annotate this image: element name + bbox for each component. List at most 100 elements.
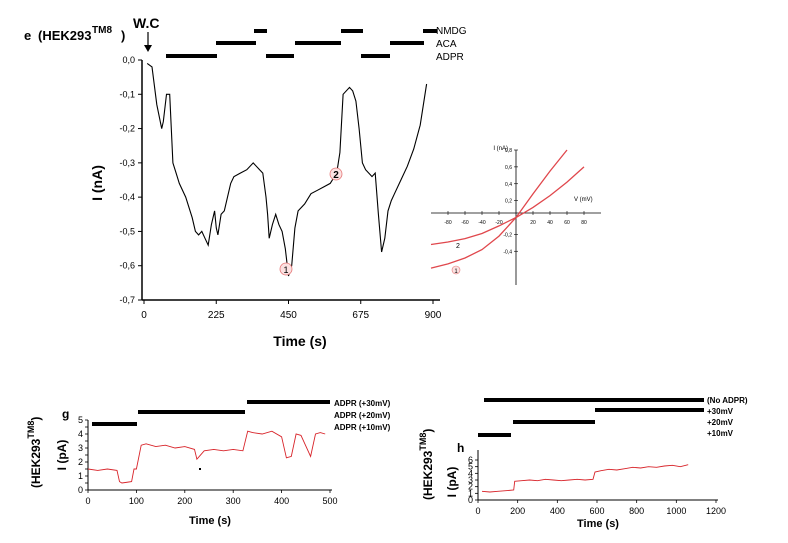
- bar-aca-3: [390, 41, 424, 45]
- bar-adpr-2: [266, 54, 294, 58]
- bar-nmdg-end: [423, 29, 437, 33]
- panel-e: e (HEK293 TM8 ) W.C NMDG ACA ADPR 0,0 -0,…: [24, 15, 601, 349]
- bar-nmdg-2: [341, 29, 363, 33]
- treatment-bars: NMDG ACA ADPR: [166, 26, 467, 63]
- bar-nmdg-1: [254, 29, 267, 33]
- bar-adpr-3: [361, 54, 390, 58]
- iv-y-tick-label: 0,4: [505, 182, 512, 188]
- g-x-tick-label: 100: [129, 496, 144, 506]
- iv-curve-2-label: 2: [456, 243, 460, 250]
- e-y-tick-label: -0,3: [119, 158, 135, 168]
- g-x-tick-label: 200: [177, 496, 192, 506]
- iv-x-tick-label: 20: [530, 220, 536, 226]
- g-bar-label-20mv: ADPR (+20mV): [334, 411, 391, 420]
- e-x-tick-label: 0: [141, 310, 147, 321]
- h-y-tick-label: 3: [468, 475, 473, 485]
- bar-aca-1: [216, 41, 256, 45]
- marker-2-label: 2: [333, 170, 339, 181]
- g-x-tick-label: 500: [322, 496, 337, 506]
- e-x-tick-label: 900: [425, 310, 442, 321]
- e-y-tick-label: -0,5: [119, 226, 135, 236]
- bar-label-adpr: ADPR: [436, 52, 464, 63]
- h-bar-30mv: [595, 408, 704, 412]
- wc-arrow-head: [144, 45, 152, 52]
- panel-e-cell-sup: TM8: [92, 25, 112, 36]
- iv-y-tick-label: -0,4: [503, 249, 512, 255]
- iv-x-tick-label: -20: [495, 220, 502, 226]
- h-y-axis-cell-label: (HEK293TM8): [418, 429, 435, 500]
- g-bar-30mv: [247, 400, 330, 404]
- h-bar-10mv: [478, 433, 511, 437]
- h-bar-20mv: [513, 420, 595, 424]
- iv-y-tick-label: 0,8: [505, 148, 512, 154]
- panel-e-cell-label: (HEK293: [38, 28, 91, 43]
- e-x-axis-label: Time (s): [273, 333, 326, 349]
- e-x-tick-label: 225: [208, 310, 225, 321]
- h-bar-label-30mv: +30mV: [707, 407, 734, 416]
- marker-2: [329, 167, 343, 181]
- h-y-axis-label: I (pA): [445, 467, 459, 498]
- bar-label-aca: ACA: [436, 39, 457, 50]
- e-x-tick-label: 450: [280, 310, 297, 321]
- e-y-axis-label: I (nA): [89, 165, 105, 201]
- wc-event-label: W.C: [133, 15, 159, 31]
- panel-e-chart: 0,0 -0,1 -0,2 -0,3 -0,4 -0,5 -0,6 -0,7 0 225 450 6…: [89, 55, 442, 349]
- h-y-tick-label: 4: [468, 468, 473, 478]
- g-y-tick-label: 1: [78, 471, 83, 481]
- g-x-tick-label: 300: [226, 496, 241, 506]
- g-y-axis-label: I (pA): [55, 440, 69, 471]
- iv-x-tick-label: -80: [444, 220, 451, 226]
- iv-x-tick-label: 40: [547, 220, 553, 226]
- iv-x-tick-label: -60: [461, 220, 468, 226]
- e-y-tick-label: -0,2: [119, 124, 135, 134]
- iv-x-label: V (mV): [574, 197, 593, 203]
- h-x-tick-label: 1000: [666, 506, 686, 516]
- g-y-tick-label: 5: [78, 415, 83, 425]
- bar-adpr-1: [166, 54, 217, 58]
- g-y-tick-label: 0: [78, 485, 83, 495]
- h-y-tick-label: 1: [468, 488, 473, 498]
- h-y-tick-label: 0: [468, 495, 473, 505]
- panel-e-label: e: [24, 28, 31, 43]
- iv-y-tick-label: -0,2: [503, 232, 512, 238]
- e-current-trace: [146, 62, 428, 277]
- g-bar-label-30mv: ADPR (+30mV): [334, 399, 391, 408]
- h-x-tick-label: 800: [629, 506, 644, 516]
- panel-g: g ADPR (+30mV) ADPR (+20mV) ADPR (+10mV)…: [26, 399, 391, 527]
- g-x-tick-label: 0: [85, 496, 90, 506]
- h-bar-no-adpr: [484, 398, 704, 402]
- h-x-tick-label: 1200: [706, 506, 726, 516]
- marker-1: [279, 262, 293, 276]
- h-y-tick-label: 2: [468, 482, 473, 492]
- panel-h-label: h: [457, 441, 464, 455]
- iv-y-label: I (nA): [493, 146, 508, 152]
- g-y-axis-cell-label: (HEK293TM8): [26, 417, 43, 488]
- g-current-trace: [87, 430, 326, 484]
- h-bar-label-10mv: +10mV: [707, 429, 734, 438]
- g-x-tick-label: 400: [274, 496, 289, 506]
- panel-e-cell-close: ): [121, 28, 125, 43]
- e-y-tick-label: -0,1: [119, 89, 135, 99]
- iv-y-tick-label: 0,6: [505, 165, 512, 171]
- h-x-tick-label: 200: [510, 506, 525, 516]
- iv-x-tick-label: -40: [478, 220, 485, 226]
- h-bar-label-20mv: +20mV: [707, 418, 734, 427]
- e-y-tick-label: 0,0: [122, 55, 135, 65]
- g-x-axis-label: Time (s): [189, 515, 231, 527]
- g-bar-20mv: [138, 410, 245, 414]
- e-y-tick-label: -0,4: [119, 192, 135, 202]
- bar-label-nmdg: NMDG: [436, 26, 467, 37]
- g-dot-artifact: [199, 468, 201, 470]
- bar-aca-2: [295, 41, 341, 45]
- h-x-tick-label: 400: [550, 506, 565, 516]
- iv-curve-2: [430, 166, 585, 246]
- g-bar-10mv: [92, 422, 137, 426]
- panel-g-label: g: [62, 407, 69, 421]
- e-x-tick-label: 675: [352, 310, 369, 321]
- g-y-tick-label: 3: [78, 443, 83, 453]
- h-bar-label-no-adpr: (No ADPR): [707, 396, 748, 405]
- e-y-tick-label: -0,6: [119, 261, 135, 271]
- iv-curve-1-marker: [451, 265, 461, 275]
- h-x-tick-label: 600: [589, 506, 604, 516]
